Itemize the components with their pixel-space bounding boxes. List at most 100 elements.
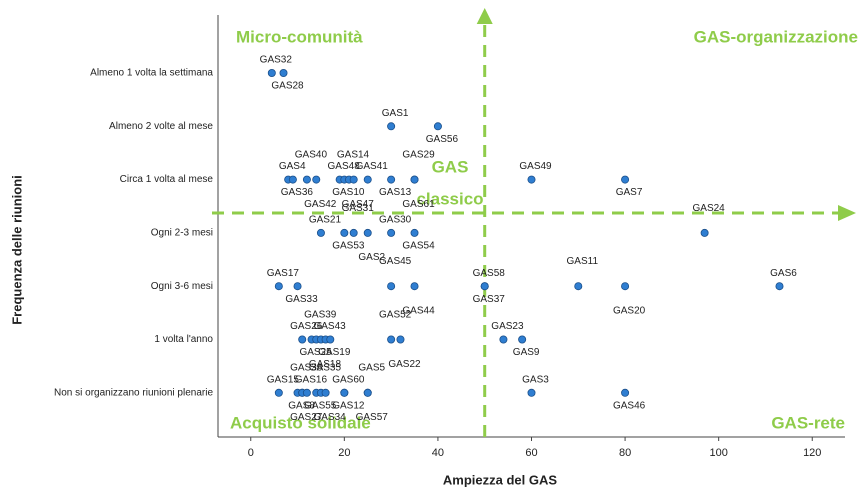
point-label: GAS31 xyxy=(342,203,375,214)
point xyxy=(316,228,325,237)
x-tick-label: 80 xyxy=(619,447,631,459)
point xyxy=(293,282,302,291)
point-label: GAS32 xyxy=(260,55,293,66)
point-label: GAS24 xyxy=(693,203,726,214)
point xyxy=(363,228,372,237)
point-label: GAS25 xyxy=(299,347,332,358)
point-label: GAS49 xyxy=(519,161,552,172)
point xyxy=(396,335,405,344)
point-label: GAS13 xyxy=(379,187,412,198)
point-label: GAS26 xyxy=(290,321,323,332)
y-category-label: 1 volta l'anno xyxy=(154,334,213,345)
point-label: GAS38 xyxy=(290,363,323,374)
x-tick-label: 40 xyxy=(432,447,444,459)
point-label: GAS18 xyxy=(309,359,342,370)
point xyxy=(410,282,419,291)
point xyxy=(340,388,349,397)
x-tick-label: 60 xyxy=(525,447,537,459)
point xyxy=(267,69,276,78)
point xyxy=(302,175,311,184)
point xyxy=(288,175,297,184)
quadrant-label: GAS xyxy=(432,157,469,176)
point-label: GAS35 xyxy=(309,363,342,374)
point-label: GAS47 xyxy=(342,199,375,210)
point-label: GAS17 xyxy=(267,268,300,279)
point xyxy=(312,175,321,184)
point-label: GAS20 xyxy=(613,306,646,317)
arrow-head xyxy=(476,8,493,24)
point-label: GAS11 xyxy=(567,256,599,267)
point-label: GAS48 xyxy=(328,161,361,172)
point-label: GAS57 xyxy=(356,412,389,423)
point xyxy=(387,175,396,184)
point-label: GAS55 xyxy=(304,400,337,411)
point-label: GAS3 xyxy=(522,374,549,385)
point-label: GAS22 xyxy=(388,359,421,370)
y-category-label: Almeno 1 volta la settimana xyxy=(90,68,213,79)
point-label: GAS1 xyxy=(382,108,409,119)
point-label: GAS23 xyxy=(491,321,524,332)
point-label: GAS40 xyxy=(295,150,328,161)
y-axis-title: Frequenza delle riunioni xyxy=(9,175,24,325)
y-category-label: Ogni 2-3 mesi xyxy=(151,228,213,239)
y-category-label: Almeno 2 volte al mese xyxy=(109,121,213,132)
point xyxy=(321,388,330,397)
point-label: GAS10 xyxy=(332,187,365,198)
point-label: GAS61 xyxy=(402,199,435,210)
point xyxy=(574,282,583,291)
y-category-label: Non si organizzano riunioni plenarie xyxy=(54,387,213,398)
point-label: GAS9 xyxy=(513,347,540,358)
point-label: GAS56 xyxy=(426,134,459,145)
point-label: GAS6 xyxy=(770,268,797,279)
point xyxy=(527,388,536,397)
point-label: GAS37 xyxy=(473,294,506,305)
point xyxy=(279,69,288,78)
quadrant-label: GAS-organizzazione xyxy=(694,27,858,46)
point xyxy=(274,388,283,397)
point-label: GAS45 xyxy=(379,256,412,267)
point xyxy=(349,228,358,237)
point-label: GAS42 xyxy=(304,199,337,210)
point xyxy=(363,175,372,184)
y-category-label: Circa 1 volta al mese xyxy=(120,174,214,185)
point-label: GAS21 xyxy=(309,215,342,226)
point xyxy=(621,388,630,397)
point-label: GAS16 xyxy=(295,374,328,385)
point-label: GAS29 xyxy=(402,150,435,161)
point-label: GAS7 xyxy=(616,187,643,198)
point xyxy=(363,388,372,397)
point-label: GAS15 xyxy=(267,374,300,385)
point xyxy=(387,335,396,344)
quadrant-label: GAS-rete xyxy=(771,413,845,432)
point-label: GAS41 xyxy=(356,161,389,172)
x-tick-label: 20 xyxy=(338,447,350,459)
point-label: GAS54 xyxy=(402,241,435,252)
y-category-label: Ogni 3-6 mesi xyxy=(151,281,213,292)
point-label: GAS12 xyxy=(332,400,365,411)
point xyxy=(410,175,419,184)
point-label: GAS36 xyxy=(281,187,314,198)
point xyxy=(387,228,396,237)
quadrant-label: classico xyxy=(416,189,483,208)
point-label: GAS8 xyxy=(288,400,315,411)
point-label: GAS39 xyxy=(304,309,337,320)
point-label: GAS58 xyxy=(473,268,506,279)
x-tick-label: 100 xyxy=(709,447,727,459)
quadrant-label: Micro-comunità xyxy=(236,27,363,46)
point-label: GAS2 xyxy=(358,252,385,263)
point xyxy=(274,282,283,291)
point-label: GAS53 xyxy=(332,241,365,252)
point xyxy=(621,175,630,184)
point xyxy=(340,228,349,237)
point xyxy=(480,282,489,291)
point xyxy=(387,122,396,131)
point xyxy=(499,335,508,344)
point-label: GAS30 xyxy=(379,215,412,226)
point-label: GAS28 xyxy=(271,81,304,92)
point-label: GAS19 xyxy=(318,347,351,358)
point xyxy=(298,335,307,344)
point-label: GAS33 xyxy=(285,294,318,305)
point xyxy=(775,282,784,291)
point xyxy=(410,228,419,237)
